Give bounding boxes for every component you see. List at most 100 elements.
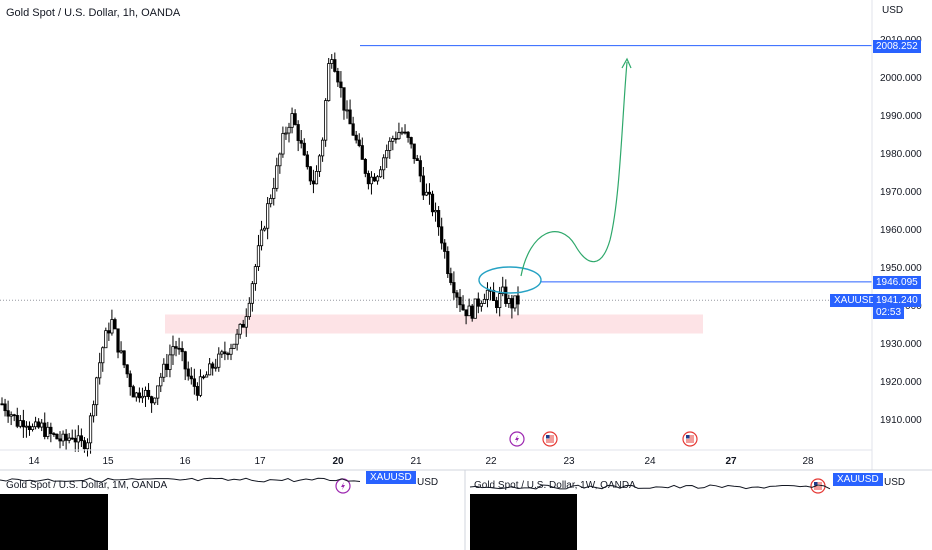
secondary-chart-title-2: Gold Spot / U.S. Dollar, 1W, OANDA <box>474 480 636 491</box>
secondary-symbol-tag-2: XAUUSD <box>833 473 883 486</box>
us-flag-icon <box>542 431 558 447</box>
candle-bear <box>241 323 245 328</box>
candle-bull <box>162 363 166 378</box>
candle-bull <box>247 302 251 318</box>
candle-bear <box>403 131 407 134</box>
candle-bear <box>421 175 425 196</box>
candle-bull <box>24 425 29 428</box>
candle-bull <box>259 229 264 247</box>
candle-bear <box>427 191 432 195</box>
candle-bull <box>217 353 221 368</box>
candle-bear <box>107 330 111 334</box>
candle-bear <box>21 420 25 428</box>
candle-bull <box>159 376 163 387</box>
candle-bear <box>113 319 117 330</box>
us-flag-icon <box>682 431 698 447</box>
countdown-tag: 02:53 <box>873 306 905 319</box>
candle-bull <box>232 343 236 349</box>
candle-bull <box>9 414 13 417</box>
candle-bear <box>0 403 4 406</box>
y-tick-label: 1980.000 <box>880 149 922 160</box>
candle-bear <box>37 421 41 428</box>
level-tag-mid[interactable]: 1946.095 <box>873 276 921 289</box>
symbol-tag: XAUUSD <box>830 294 880 307</box>
candle-bear <box>476 298 480 307</box>
candle-bear <box>122 350 126 366</box>
candle-bear <box>70 437 74 440</box>
x-tick-label: 16 <box>179 456 191 467</box>
level-tag-top[interactable]: 2008.252 <box>873 40 921 53</box>
candle-bear <box>52 433 56 435</box>
projection-arrow[interactable] <box>520 61 628 277</box>
candle-bull <box>290 113 294 128</box>
candle-bear <box>6 410 10 417</box>
candle-bear <box>351 123 355 136</box>
candle-bull <box>40 422 44 428</box>
candle-bull <box>229 347 233 355</box>
candle-bear <box>452 282 456 294</box>
candle-bear <box>195 386 200 396</box>
candle-bull <box>287 126 291 134</box>
y-tick-label: 1950.000 <box>880 263 922 274</box>
candle-bull <box>269 198 273 205</box>
candle-bull <box>485 289 490 300</box>
redacted-box-right <box>470 494 577 550</box>
candle-bear <box>363 159 367 174</box>
x-tick-label: 20 <box>332 456 344 467</box>
candle-bull <box>433 210 438 213</box>
highlight-ellipse[interactable] <box>478 266 542 294</box>
candle-bear <box>366 173 370 185</box>
candle-bull <box>266 203 270 229</box>
candle-bull <box>235 333 239 345</box>
chart-title: Gold Spot / U.S. Dollar, 1h, OANDA <box>6 7 181 19</box>
candle-bull <box>498 293 502 308</box>
candle-bull <box>238 323 242 335</box>
candle-bull <box>513 295 517 309</box>
candle-bear <box>516 295 520 305</box>
candle-bear <box>64 433 68 441</box>
candle-bear <box>58 438 62 442</box>
candle-bull <box>91 404 96 417</box>
candle-bull <box>88 415 93 444</box>
candle-bear <box>55 433 59 440</box>
candle-bull <box>67 437 71 441</box>
candle-bull <box>143 389 148 397</box>
candle-bull <box>171 346 175 356</box>
candle-bull <box>156 385 160 399</box>
candle-bull <box>281 133 285 155</box>
candle-bull <box>220 351 224 355</box>
candle-bear <box>189 375 193 380</box>
candle-bear <box>174 346 178 349</box>
y-axis: 2010.0002000.0001990.0001980.0001970.000… <box>880 35 922 426</box>
candle-bear <box>336 71 340 83</box>
candle-bull <box>278 153 282 167</box>
candle-bear <box>470 305 474 319</box>
candle-bear <box>495 300 499 308</box>
candle-bear <box>342 87 346 111</box>
candle-bear <box>12 414 16 417</box>
candle-bear <box>15 415 19 427</box>
candle-bull <box>284 132 288 135</box>
candle-bull <box>198 376 203 396</box>
support-zone[interactable] <box>165 314 703 334</box>
candle-bull <box>391 138 395 142</box>
currency-label: USD <box>882 5 904 16</box>
candle-bear <box>137 392 141 399</box>
candle-bear <box>131 386 135 398</box>
candle-bear <box>406 131 410 138</box>
candle-bear <box>192 378 196 387</box>
candle-bear <box>446 251 450 275</box>
candle-bear <box>333 59 337 72</box>
candle-bear <box>49 426 53 434</box>
y-tick-label: 1990.000 <box>880 111 922 122</box>
candle-bear <box>201 376 206 379</box>
candle-bear <box>308 166 312 182</box>
candle-bull <box>140 395 145 399</box>
candle-bear <box>455 292 459 298</box>
candle-bull <box>330 59 334 64</box>
candle-bear <box>82 440 87 450</box>
candle-bull <box>275 165 279 189</box>
candle-bear <box>146 389 151 398</box>
candle-bear <box>461 304 465 311</box>
